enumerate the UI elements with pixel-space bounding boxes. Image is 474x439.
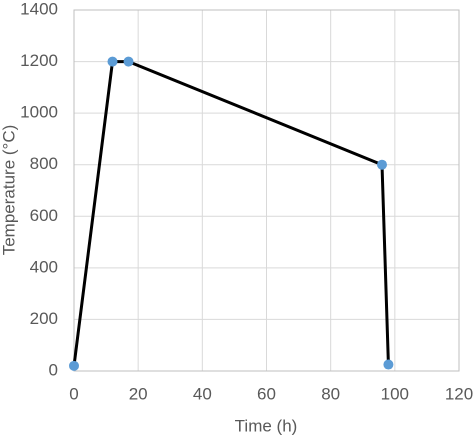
data-line: [72, 60, 390, 367]
data-point: [69, 360, 79, 371]
x-axis-title: Time (h): [235, 416, 298, 435]
x-tick-label: 60: [257, 384, 276, 403]
x-tick-label: 20: [129, 384, 148, 403]
y-tick-label: 400: [30, 257, 58, 276]
y-tick-label: 600: [30, 206, 58, 225]
x-tick-label: 100: [381, 384, 409, 403]
data-point: [377, 159, 387, 170]
y-tick-label: 800: [30, 154, 58, 173]
y-tick-label: 1200: [20, 51, 58, 70]
x-tick-label: 120: [445, 384, 473, 403]
x-tick-label: 80: [321, 384, 340, 403]
plot-frame: [73, 9, 460, 372]
data-point: [123, 56, 134, 67]
y-axis-title: Temperature (°C): [0, 125, 18, 256]
y-tick-label: 0: [49, 360, 58, 379]
y-tick-label: 1400: [20, 0, 58, 18]
data-point: [383, 359, 394, 370]
y-tick-label: 1000: [20, 103, 58, 122]
x-tick-label: 40: [193, 384, 212, 403]
data-point: [107, 56, 118, 67]
x-tick-label: 0: [69, 384, 78, 403]
y-tick-label: 200: [30, 309, 58, 328]
